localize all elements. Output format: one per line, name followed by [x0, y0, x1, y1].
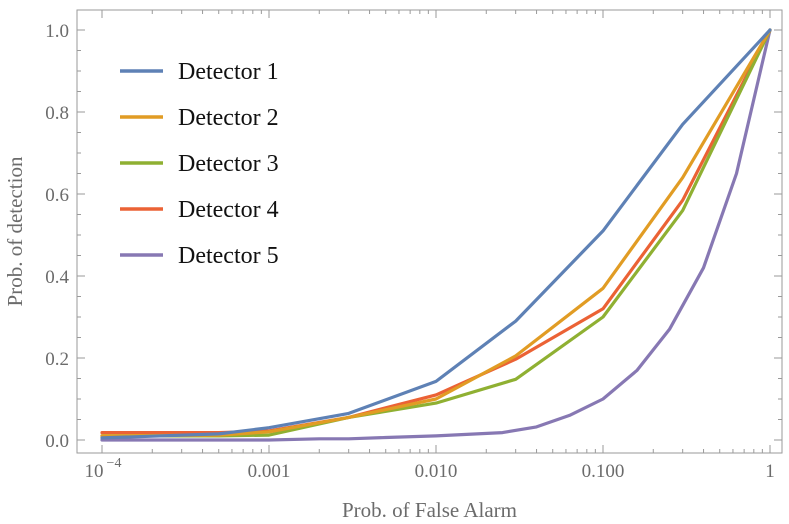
y-tick-label: 0.8 — [45, 103, 69, 124]
series-line-detector-2 — [100, 28, 772, 438]
y-tick-label: 0.6 — [45, 185, 69, 206]
legend-label: Detector 4 — [178, 197, 279, 223]
y-axis: 0.0 0.2 0.4 0.6 0.8 1.0 — [45, 21, 782, 452]
legend-label: Detector 1 — [178, 59, 279, 85]
legend-label: Detector 5 — [178, 243, 279, 269]
y-tick-label: 1.0 — [45, 21, 69, 42]
x-tick-label: 0.100 — [582, 461, 625, 482]
series-line-detector-1 — [100, 28, 772, 440]
x-tick-label: 1 — [765, 461, 775, 482]
x-tick-label: 0.010 — [415, 461, 458, 482]
legend: Detector 1 Detector 2 Detector 3 Detector 4… — [120, 59, 279, 269]
y-axis-label: Prob. of detection — [3, 156, 27, 306]
legend-label: Detector 3 — [178, 151, 279, 177]
x-tick-label: 0.001 — [248, 461, 291, 482]
y-tick-label: 0.2 — [45, 349, 69, 370]
series-line-detector-3 — [100, 28, 772, 438]
series-line-detector-4 — [100, 28, 772, 435]
plot-frame — [76, 9, 783, 454]
x-tick-label: 10 — [85, 461, 104, 482]
series-line-detector-5 — [100, 28, 772, 442]
legend-label: Detector 2 — [178, 105, 279, 131]
y-tick-label: 0.0 — [45, 431, 69, 452]
x-tick-exponent: −4 — [107, 456, 122, 471]
x-axis: 10 −4 0.001 0.010 0.100 1 — [85, 10, 775, 482]
plot-border — [76, 9, 783, 454]
series-layer — [100, 28, 772, 442]
y-tick-label: 0.4 — [45, 267, 69, 288]
x-axis-label: Prob. of False Alarm — [342, 498, 517, 522]
